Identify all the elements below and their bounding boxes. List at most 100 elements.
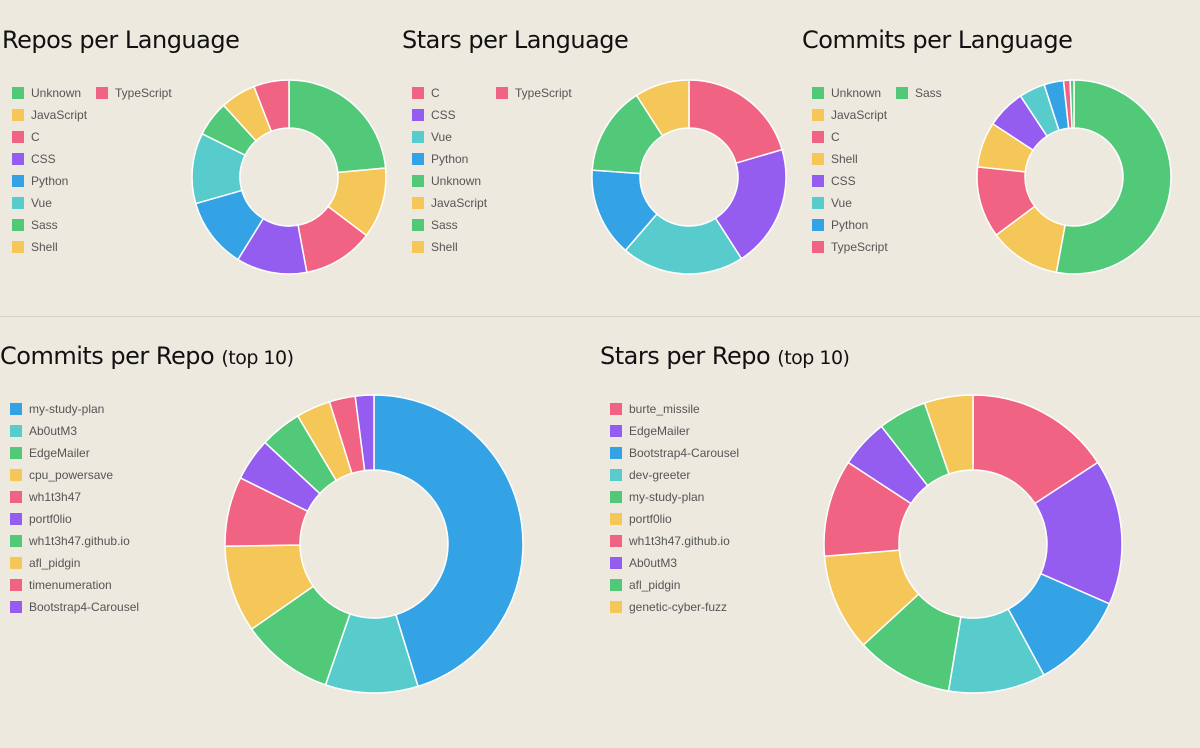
legend-label: dev-greeter bbox=[629, 468, 691, 482]
legend-swatch bbox=[610, 601, 622, 613]
legend-label: Bootstrap4-Carousel bbox=[629, 446, 740, 460]
slice-bootstrap4-carousel[interactable] bbox=[354, 394, 375, 472]
legend-swatch bbox=[12, 153, 24, 165]
legend-item-sass[interactable]: Sass bbox=[896, 86, 942, 100]
legend-swatch bbox=[10, 513, 22, 525]
legend-swatch bbox=[96, 87, 108, 99]
slice-css[interactable] bbox=[714, 148, 787, 260]
legend-label: my-study-plan bbox=[629, 490, 705, 504]
legend-swatch bbox=[610, 535, 622, 547]
legend-label: my-study-plan bbox=[29, 402, 105, 416]
legend-swatch bbox=[10, 491, 22, 503]
legend-item-c[interactable]: C bbox=[812, 130, 840, 144]
slice-my-study-plan[interactable] bbox=[373, 394, 524, 688]
slice-unknown[interactable] bbox=[1055, 79, 1172, 275]
legend-label: Unknown bbox=[31, 86, 82, 100]
legend-label: afl_pidgin bbox=[29, 556, 81, 570]
legend-item-bootstrap4-carousel[interactable]: Bootstrap4-Carousel bbox=[610, 446, 739, 460]
legend-swatch bbox=[12, 87, 24, 99]
legend-label: wh1t3h47.github.io bbox=[29, 534, 130, 548]
legend-item-portf0lio[interactable]: portf0lio bbox=[10, 512, 72, 526]
slice-sass[interactable] bbox=[1069, 79, 1075, 129]
legend-swatch bbox=[10, 579, 22, 591]
legend-label: afl_pidgin bbox=[629, 578, 681, 592]
legend-item-shell[interactable]: Shell bbox=[812, 152, 858, 166]
legend-item-burte-missile[interactable]: burte_missile bbox=[610, 402, 700, 416]
legend-item-typescript[interactable]: TypeScript bbox=[96, 86, 172, 100]
legend-item-css[interactable]: CSS bbox=[412, 108, 456, 122]
legend-swatch bbox=[12, 241, 24, 253]
legend-item-afl-pidgin[interactable]: afl_pidgin bbox=[610, 578, 680, 592]
legend-item-edgemailer[interactable]: EdgeMailer bbox=[10, 446, 90, 460]
legend-swatch bbox=[812, 175, 824, 187]
legend-label: JavaScript bbox=[31, 108, 88, 122]
legend-swatch bbox=[812, 241, 824, 253]
legend-swatch bbox=[610, 403, 622, 415]
legend-item-vue[interactable]: Vue bbox=[812, 196, 852, 210]
legend-item-javascript[interactable]: JavaScript bbox=[412, 196, 487, 210]
legend-label: EdgeMailer bbox=[629, 424, 690, 438]
legend-item-unknown[interactable]: Unknown bbox=[812, 86, 881, 100]
section-divider bbox=[0, 316, 1200, 317]
legend-item-dev-greeter[interactable]: dev-greeter bbox=[610, 468, 690, 482]
legend-label: C bbox=[431, 86, 440, 100]
legend-swatch bbox=[412, 175, 424, 187]
legend-label: portf0lio bbox=[629, 512, 672, 526]
legend-item-ab0utm3[interactable]: Ab0utM3 bbox=[10, 424, 77, 438]
legend-item-unknown[interactable]: Unknown bbox=[12, 86, 81, 100]
legend-item-my-study-plan[interactable]: my-study-plan bbox=[10, 402, 104, 416]
legend-label: Vue bbox=[431, 130, 452, 144]
legend-item-wh1t3h47-github-io[interactable]: wh1t3h47.github.io bbox=[10, 534, 130, 548]
legend-item-python[interactable]: Python bbox=[412, 152, 468, 166]
slice-unknown[interactable] bbox=[288, 79, 387, 174]
legend-item-ab0utm3[interactable]: Ab0utM3 bbox=[610, 556, 677, 570]
legend-item-shell[interactable]: Shell bbox=[412, 240, 458, 254]
legend-label: CSS bbox=[431, 108, 456, 122]
legend-item-vue[interactable]: Vue bbox=[12, 196, 52, 210]
legend-label: TypeScript bbox=[831, 240, 888, 254]
legend-item-sass[interactable]: Sass bbox=[412, 218, 458, 232]
legend-label: Shell bbox=[831, 152, 858, 166]
legend-item-cpu-powersave[interactable]: cpu_powersave bbox=[10, 468, 113, 482]
chart-title: Commits per Repo (top 10) bbox=[0, 342, 294, 370]
legend-item-c[interactable]: C bbox=[412, 86, 440, 100]
chart-title: Repos per Language bbox=[2, 26, 240, 54]
legend-item-c[interactable]: C bbox=[12, 130, 40, 144]
legend-item-portf0lio[interactable]: portf0lio bbox=[610, 512, 672, 526]
legend-swatch bbox=[812, 131, 824, 143]
legend-item-timenumeration[interactable]: timenumeration bbox=[10, 578, 112, 592]
legend-item-bootstrap4-carousel[interactable]: Bootstrap4-Carousel bbox=[10, 600, 139, 614]
legend-item-javascript[interactable]: JavaScript bbox=[812, 108, 887, 122]
legend-item-css[interactable]: CSS bbox=[12, 152, 56, 166]
slice-genetic-cyber-fuzz[interactable] bbox=[923, 394, 974, 475]
legend-label: timenumeration bbox=[29, 578, 112, 592]
legend-item-unknown[interactable]: Unknown bbox=[412, 174, 481, 188]
legend-label: Vue bbox=[31, 196, 52, 210]
legend-item-javascript[interactable]: JavaScript bbox=[12, 108, 87, 122]
legend-item-typescript[interactable]: TypeScript bbox=[496, 86, 572, 100]
chart-title: Commits per Language bbox=[802, 26, 1073, 54]
legend-item-wh1t3h47-github-io[interactable]: wh1t3h47.github.io bbox=[610, 534, 730, 548]
legend-item-css[interactable]: CSS bbox=[812, 174, 856, 188]
legend-item-wh1t3h47[interactable]: wh1t3h47 bbox=[10, 490, 81, 504]
legend-item-genetic-cyber-fuzz[interactable]: genetic-cyber-fuzz bbox=[610, 600, 727, 614]
legend-label: CSS bbox=[31, 152, 56, 166]
legend-label: Python bbox=[431, 152, 469, 166]
slice-vue[interactable] bbox=[624, 212, 743, 275]
legend-item-vue[interactable]: Vue bbox=[412, 130, 452, 144]
legend-item-python[interactable]: Python bbox=[12, 174, 68, 188]
legend-swatch bbox=[412, 241, 424, 253]
slice-c[interactable] bbox=[688, 79, 784, 165]
slice-typescript[interactable] bbox=[252, 79, 290, 133]
legend-item-typescript[interactable]: TypeScript bbox=[812, 240, 888, 254]
legend-label: JavaScript bbox=[831, 108, 888, 122]
legend-swatch bbox=[412, 109, 424, 121]
slice-javascript[interactable] bbox=[635, 79, 690, 137]
legend-item-python[interactable]: Python bbox=[812, 218, 868, 232]
legend-item-edgemailer[interactable]: EdgeMailer bbox=[610, 424, 690, 438]
legend-item-my-study-plan[interactable]: my-study-plan bbox=[610, 490, 704, 504]
legend-item-sass[interactable]: Sass bbox=[12, 218, 58, 232]
legend-item-shell[interactable]: Shell bbox=[12, 240, 58, 254]
legend-item-afl-pidgin[interactable]: afl_pidgin bbox=[10, 556, 80, 570]
legend-label: Sass bbox=[915, 86, 942, 100]
